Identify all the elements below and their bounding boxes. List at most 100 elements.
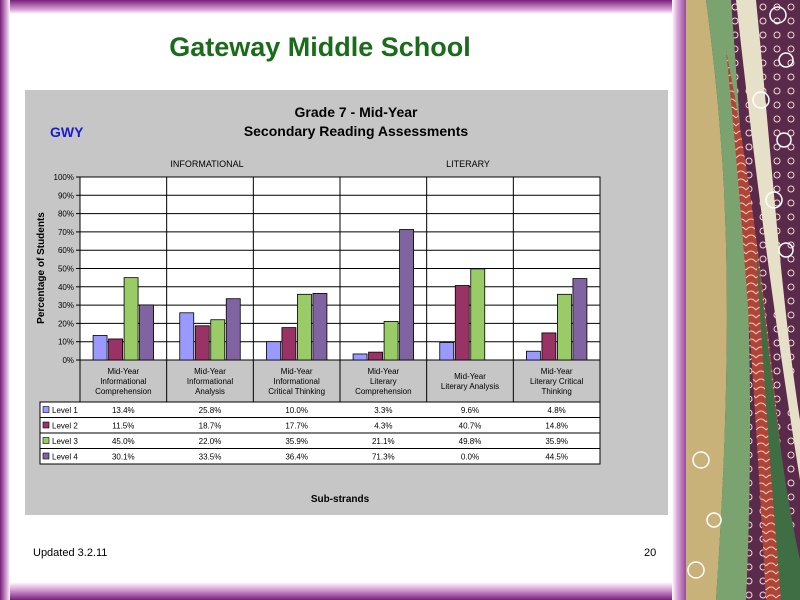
- category-label: Critical Thinking: [268, 387, 325, 396]
- bar-level-4: [312, 292, 328, 361]
- data-label: 13.4%: [112, 406, 135, 415]
- bar-level-3: [123, 277, 139, 361]
- bar-level-4: [225, 298, 241, 361]
- data-label: 4.3%: [374, 422, 392, 431]
- y-tick-label: 60%: [58, 246, 74, 255]
- category-label: Literary: [370, 377, 397, 386]
- x-axis-label: Sub-strands: [311, 494, 370, 505]
- bar-level-1: [352, 353, 368, 361]
- bar-level-1: [92, 335, 108, 361]
- data-label: 17.7%: [285, 422, 308, 431]
- school-code: GWY: [50, 124, 84, 140]
- group-label-literary: LITERARY: [446, 159, 490, 169]
- data-label: 4.8%: [548, 406, 566, 415]
- page-number: 20: [644, 547, 657, 559]
- legend-label: Level 3: [52, 437, 78, 446]
- data-label: 11.5%: [112, 422, 134, 431]
- data-label: 21.1%: [372, 437, 395, 446]
- bar-level-3: [557, 293, 572, 361]
- group-label-informational: INFORMATIONAL: [170, 159, 243, 169]
- category-label: Informational: [274, 377, 320, 386]
- category-label: Thinking: [542, 387, 572, 396]
- data-label: 71.3%: [372, 453, 395, 462]
- data-label: 44.5%: [545, 453, 568, 462]
- chart-panel: Grade 7 - Mid-Year Secondary Reading Asse…: [25, 90, 668, 515]
- bar-level-3: [383, 320, 399, 361]
- category-label: Comprehension: [95, 387, 151, 396]
- bar-level-2: [194, 325, 210, 361]
- category-label: Literary Analysis: [441, 382, 499, 391]
- bar-level-3: [297, 293, 312, 361]
- bar-level-2: [454, 285, 470, 361]
- data-label: 45.0%: [112, 437, 135, 446]
- data-label: 25.8%: [199, 406, 222, 415]
- y-tick-label: 20%: [58, 319, 74, 328]
- category-label: Mid-Year: [281, 367, 313, 376]
- category-label: Analysis: [195, 387, 225, 396]
- data-label: 22.0%: [199, 437, 222, 446]
- y-axis-label: Percentage of Students: [36, 212, 47, 324]
- bar-level-2: [368, 351, 383, 361]
- y-tick-label: 30%: [58, 301, 74, 310]
- bar-level-3: [210, 319, 226, 361]
- y-tick-label: 90%: [58, 191, 74, 200]
- legend-label: Level 1: [52, 406, 78, 415]
- chart-title: Grade 7 - Mid-Year: [295, 104, 418, 120]
- data-label: 36.4%: [285, 453, 308, 462]
- data-label: 49.8%: [459, 437, 482, 446]
- category-label: Mid-Year: [541, 367, 573, 376]
- data-label: 35.9%: [285, 437, 308, 446]
- bar-level-1: [439, 342, 455, 361]
- bar-level-2: [541, 332, 557, 361]
- data-label: 18.7%: [199, 422, 222, 431]
- y-tick-label: 0%: [62, 356, 74, 365]
- y-tick-label: 70%: [58, 228, 74, 237]
- frame-top: [0, 0, 690, 14]
- category-label: Mid-Year: [367, 367, 399, 376]
- category-label: Mid-Year: [454, 372, 486, 381]
- y-tick-label: 100%: [54, 173, 74, 182]
- bar-level-1: [526, 350, 541, 361]
- category-label: Comprehension: [355, 387, 411, 396]
- data-label: 30.1%: [112, 453, 135, 462]
- bar-level-1: [266, 341, 281, 361]
- slide-title: Gateway Middle School: [169, 32, 471, 62]
- legend-swatch: [42, 406, 50, 413]
- bar-chart: Grade 7 - Mid-Year Secondary Reading Asse…: [36, 104, 601, 505]
- legend-label: Level 4: [52, 453, 78, 462]
- data-label: 9.6%: [461, 406, 479, 415]
- data-label: 35.9%: [545, 437, 568, 446]
- data-label: 33.5%: [199, 453, 222, 462]
- data-label: 0.0%: [461, 453, 479, 462]
- bar-level-4: [139, 304, 154, 361]
- legend-swatch: [42, 452, 50, 460]
- legend-swatch: [42, 437, 50, 444]
- category-label: Mid-Year: [107, 367, 139, 376]
- bar-level-4: [399, 229, 414, 361]
- bar-level-2: [108, 338, 123, 361]
- bar-level-4: [572, 278, 588, 361]
- category-label: Mid-Year: [194, 367, 226, 376]
- y-tick-label: 50%: [58, 265, 74, 274]
- data-label: 40.7%: [459, 422, 482, 431]
- legend-swatch: [42, 421, 50, 429]
- bar-level-1: [179, 312, 195, 361]
- data-label: 14.8%: [545, 422, 568, 431]
- category-label: Literary Critical: [530, 377, 584, 386]
- data-label: 10.0%: [285, 406, 308, 415]
- decorative-floral-panel: [686, 0, 800, 600]
- y-tick-label: 40%: [58, 283, 74, 292]
- y-tick-label: 10%: [58, 338, 74, 347]
- frame-left: [0, 0, 10, 600]
- bar-level-2: [281, 327, 297, 361]
- bar-level-3: [470, 268, 486, 361]
- data-label: 3.3%: [374, 406, 392, 415]
- frame-bottom: [0, 582, 690, 600]
- legend-label: Level 2: [52, 422, 78, 431]
- frame-right: [672, 0, 690, 600]
- chart-subtitle: Secondary Reading Assessments: [244, 123, 469, 139]
- category-label: Informational: [187, 377, 233, 386]
- y-tick-label: 80%: [58, 210, 74, 219]
- updated-date: Updated 3.2.11: [33, 547, 108, 559]
